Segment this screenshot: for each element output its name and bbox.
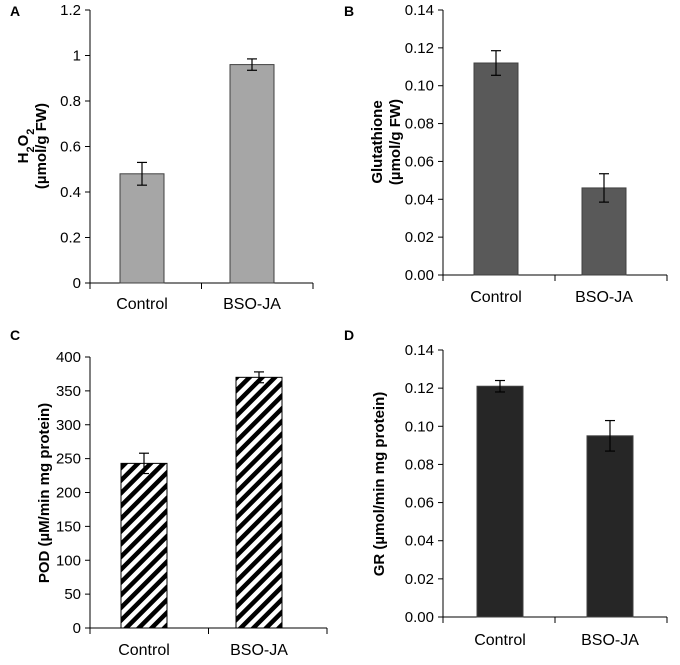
y-tick-label: 0.08 xyxy=(405,456,434,473)
y-tick-label: 0.06 xyxy=(405,495,434,512)
y-tick-label: 0.2 xyxy=(60,230,81,247)
bar-bso-ja xyxy=(235,376,283,629)
y-tick-label: 250 xyxy=(56,451,81,468)
panel-letter: A xyxy=(10,3,20,19)
y-tick-label: 0.12 xyxy=(405,380,434,397)
panel-letter: C xyxy=(10,327,20,343)
y-tick-label: 0.6 xyxy=(60,139,81,156)
y-tick-label: 0.14 xyxy=(405,342,434,359)
y-tick-label: 0.00 xyxy=(405,609,434,626)
y-tick-label: 0.04 xyxy=(405,533,434,550)
y-axis-label: Glutathione xyxy=(369,100,386,183)
y-tick-label: 1 xyxy=(73,48,81,65)
bar-bso-ja xyxy=(229,64,275,284)
y-tick-label: 0 xyxy=(73,275,81,292)
x-category-label: Control xyxy=(116,296,168,313)
bar-control xyxy=(476,385,524,618)
y-tick-label: 0.8 xyxy=(60,93,81,110)
y-tick-label: 0.4 xyxy=(60,184,81,201)
bar-control xyxy=(119,173,165,284)
y-tick-label: 0.00 xyxy=(405,267,434,284)
x-category-label: BSO-JA xyxy=(223,296,281,313)
x-category-label: BSO-JA xyxy=(575,289,633,306)
y-tick-label: 0.10 xyxy=(405,78,434,95)
y-tick-label: 1.2 xyxy=(60,2,81,19)
y-tick-label: 0.14 xyxy=(405,2,434,19)
y-tick-label: 400 xyxy=(56,349,81,366)
x-category-label: Control xyxy=(470,289,522,306)
y-tick-label: 0.04 xyxy=(405,191,434,208)
y-axis-label: H2O2 xyxy=(15,129,37,164)
x-category-label: BSO-JA xyxy=(230,642,288,659)
y-axis-label: POD (µM/min mg protein) xyxy=(36,403,53,583)
y-tick-label: 50 xyxy=(64,586,81,603)
bar-control xyxy=(120,462,168,629)
bar-control xyxy=(473,62,519,276)
y-tick-label: 200 xyxy=(56,485,81,502)
chart-panel-a: A 0 0.2 0.4 0.6 0.8 1 1.2 Control BSO-JA H2O2(µmol… xyxy=(10,2,314,313)
chart-panel-d: D 0.00 0.02 0.04 0.06 0.08 0.10 0.12 0.14 Control… xyxy=(344,327,668,649)
y-tick-label: 150 xyxy=(56,518,81,535)
x-category-label: BSO-JA xyxy=(581,632,639,649)
y-axis-label: GR (µmol/min mg protein) xyxy=(371,392,388,576)
y-tick-label: 0.10 xyxy=(405,418,434,435)
x-category-label: Control xyxy=(118,642,170,659)
panel-letter: D xyxy=(344,327,354,343)
y-tick-label: 350 xyxy=(56,383,81,400)
y-tick-label: 100 xyxy=(56,552,81,569)
chart-panel-b: B 0.00 0.02 0.04 0.06 0.08 0.10 0.12 0.14 Control… xyxy=(344,2,668,306)
y-axis-label-units: (µmol/g FW) xyxy=(387,99,404,185)
y-tick-label: 0.08 xyxy=(405,116,434,133)
chart-panel-c: C 0 50 100 150 200 250 300 350 400 Control BSO-JA PO… xyxy=(10,327,328,659)
bar-bso-ja xyxy=(586,435,634,618)
y-tick-label: 0.06 xyxy=(405,153,434,170)
panel-letter: B xyxy=(344,3,354,19)
y-tick-label: 0.12 xyxy=(405,40,434,57)
x-category-label: Control xyxy=(474,632,526,649)
y-tick-label: 0.02 xyxy=(405,571,434,588)
y-axis-label-units: (µmol/g FW) xyxy=(33,103,50,189)
y-tick-label: 0.02 xyxy=(405,229,434,246)
y-tick-label: 300 xyxy=(56,417,81,434)
y-tick-label: 0 xyxy=(73,620,81,637)
